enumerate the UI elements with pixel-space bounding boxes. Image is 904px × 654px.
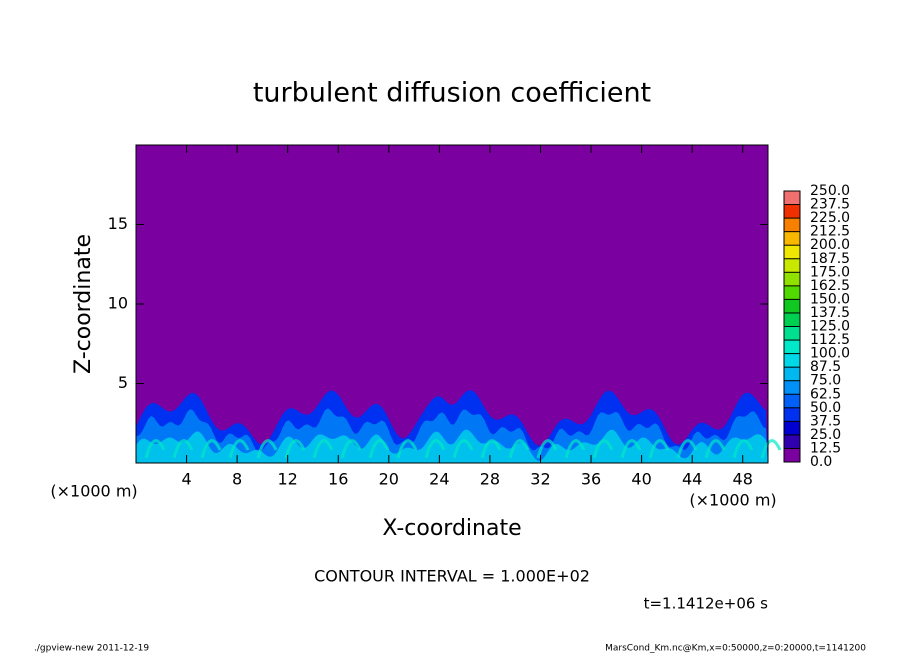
y-tick-label: 15 [108, 214, 128, 233]
x-tick-label: 28 [480, 470, 500, 489]
colorbar-label: 100.0 [810, 346, 850, 362]
eddy [564, 439, 586, 459]
colorbar-label: 250.0 [810, 183, 850, 199]
colorbar-label: 25.0 [810, 427, 841, 443]
colorbar-label: 200.0 [810, 237, 850, 253]
colorbar-label: 225.0 [810, 210, 850, 226]
x-tick-label: 36 [581, 470, 601, 489]
footer-right: MarsCond_Km.nc@Km,x=0:50000,z=0:20000,t=… [605, 644, 866, 654]
y-tick-label: 5 [118, 373, 128, 392]
eddy [592, 439, 614, 459]
colorbar-band [784, 380, 800, 395]
eddy [368, 439, 390, 459]
eddy [536, 439, 558, 459]
colorbar-band [784, 326, 800, 341]
colorbar-band [784, 367, 800, 381]
eddy [312, 439, 334, 459]
eddy [396, 439, 418, 459]
eddy [648, 439, 670, 459]
colorbar-band [784, 407, 800, 422]
colorbar-band [784, 245, 800, 259]
colorbar-band [784, 231, 800, 246]
colorbar-band [784, 353, 800, 368]
colorbar-label: 150.0 [810, 291, 850, 307]
x-tick-label: 24 [429, 470, 449, 489]
eddy [256, 439, 278, 459]
colorbar-band [784, 191, 800, 205]
colorbar-label: 162.5 [810, 278, 850, 294]
colorbar-label: 112.5 [810, 332, 850, 348]
eddy [704, 439, 726, 459]
colorbar-label: 237.5 [810, 197, 850, 213]
colorbar-label: 125.0 [810, 319, 850, 335]
colorbar-label: 50.0 [810, 400, 841, 416]
x-unit-label: (×1000 m) [50, 482, 137, 501]
colorbar-band [784, 218, 800, 232]
colorbar-band [784, 340, 800, 354]
eddy [284, 439, 306, 459]
colorbar-label: 0.0 [810, 454, 832, 470]
colorbar-band [784, 312, 800, 327]
x-tick-label: 40 [631, 470, 651, 489]
eddy [452, 439, 474, 459]
time-label: t=1.1412e+06 s [644, 595, 769, 613]
colorbar-band [784, 285, 800, 300]
eddy [480, 439, 502, 459]
y-axis-label: Z-coordinate [71, 234, 96, 374]
x-tick-label: 32 [530, 470, 550, 489]
eddy [760, 439, 782, 459]
x-tick-label: 4 [181, 470, 191, 489]
colorbar-band [784, 434, 800, 449]
colorbar-band [784, 258, 800, 273]
x-unit-label: (×1000 m) [689, 491, 776, 510]
eddy [228, 439, 250, 459]
y-tick-label: 10 [108, 294, 128, 313]
colorbar-band [784, 421, 800, 435]
eddy [508, 439, 530, 459]
turbulent-band [136, 429, 768, 463]
colorbar-band [784, 204, 800, 219]
colorbar-label: 75.0 [810, 373, 841, 389]
colorbar-label: 62.5 [810, 386, 841, 402]
chart-title: turbulent diffusion coefficient [253, 78, 651, 109]
eddy [172, 439, 194, 459]
eddy [200, 439, 222, 459]
eddy [144, 439, 166, 459]
turbulent-layer [136, 390, 782, 463]
footer-left: ./gpview-new 2011-12-19 [34, 644, 149, 654]
colorbar-band [784, 394, 800, 408]
x-tick-label: 20 [379, 470, 399, 489]
colorbar-band [784, 299, 800, 313]
eddy [340, 439, 362, 459]
colorbar-label: 37.5 [810, 413, 841, 429]
contour-interval: CONTOUR INTERVAL = 1.000E+02 [314, 567, 590, 586]
eddy [732, 439, 754, 459]
colorbar-label: 137.5 [810, 305, 850, 321]
eddy [676, 439, 698, 459]
x-tick-label: 8 [232, 470, 242, 489]
colorbar-label: 87.5 [810, 359, 841, 375]
x-tick-label: 48 [733, 470, 753, 489]
eddy [620, 439, 642, 459]
x-tick-label: 16 [328, 470, 348, 489]
colorbar-band [784, 272, 800, 286]
eddy [424, 439, 446, 459]
colorbar-band [784, 448, 800, 462]
x-axis-label: X-coordinate [382, 516, 521, 541]
colorbar-label: 187.5 [810, 251, 850, 267]
colorbar-label: 212.5 [810, 224, 850, 240]
x-tick-label: 12 [278, 470, 298, 489]
colorbar-label: 175.0 [810, 264, 850, 280]
x-tick-label: 44 [682, 470, 702, 489]
colorbar-label: 12.5 [810, 440, 841, 456]
